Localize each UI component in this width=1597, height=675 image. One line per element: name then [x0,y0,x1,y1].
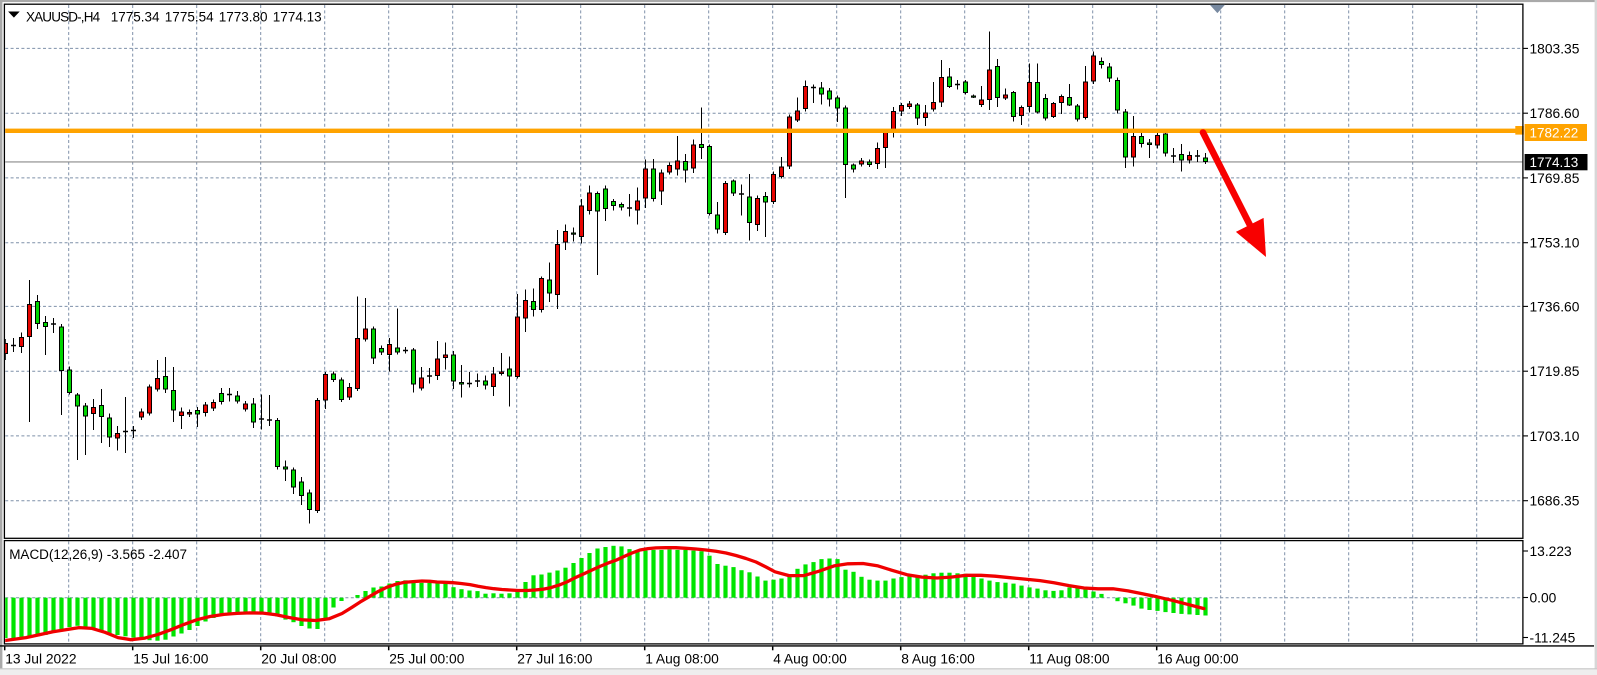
svg-text:XAUUSD-,H4: XAUUSD-,H4 [26,10,101,25]
svg-text:13 Jul 2022: 13 Jul 2022 [5,651,76,666]
svg-text:15 Jul 16:00: 15 Jul 16:00 [133,651,209,666]
svg-text:-11.245: -11.245 [1530,630,1576,645]
svg-text:8 Aug 16:00: 8 Aug 16:00 [901,651,975,666]
svg-text:1773.80: 1773.80 [219,10,268,25]
svg-text:25 Jul 00:00: 25 Jul 00:00 [389,651,465,666]
svg-text:1703.10: 1703.10 [1530,429,1580,444]
svg-text:1686.35: 1686.35 [1530,494,1580,509]
svg-text:1719.85: 1719.85 [1530,364,1580,379]
svg-text:0.00: 0.00 [1530,590,1557,605]
svg-text:27 Jul 16:00: 27 Jul 16:00 [517,651,593,666]
svg-text:MACD(12,26,9) -3.565 -2.407: MACD(12,26,9) -3.565 -2.407 [9,547,187,562]
svg-text:20 Jul 08:00: 20 Jul 08:00 [261,651,337,666]
svg-text:11 Aug 08:00: 11 Aug 08:00 [1029,651,1110,666]
svg-text:1 Aug 08:00: 1 Aug 08:00 [645,651,719,666]
svg-text:1769.85: 1769.85 [1530,171,1580,186]
svg-text:1753.10: 1753.10 [1530,236,1580,251]
svg-text:1775.34: 1775.34 [111,10,160,25]
svg-text:13.223: 13.223 [1530,544,1573,559]
svg-text:1782.22: 1782.22 [1530,125,1579,140]
svg-text:1774.13: 1774.13 [1530,155,1579,170]
svg-text:1803.35: 1803.35 [1530,41,1580,56]
svg-text:1736.60: 1736.60 [1530,299,1580,314]
svg-text:16 Aug 00:00: 16 Aug 00:00 [1157,651,1239,666]
svg-text:1774.13: 1774.13 [273,10,322,25]
svg-text:1775.54: 1775.54 [165,10,214,25]
svg-text:1786.60: 1786.60 [1530,106,1580,121]
svg-text:4 Aug 00:00: 4 Aug 00:00 [773,651,847,666]
